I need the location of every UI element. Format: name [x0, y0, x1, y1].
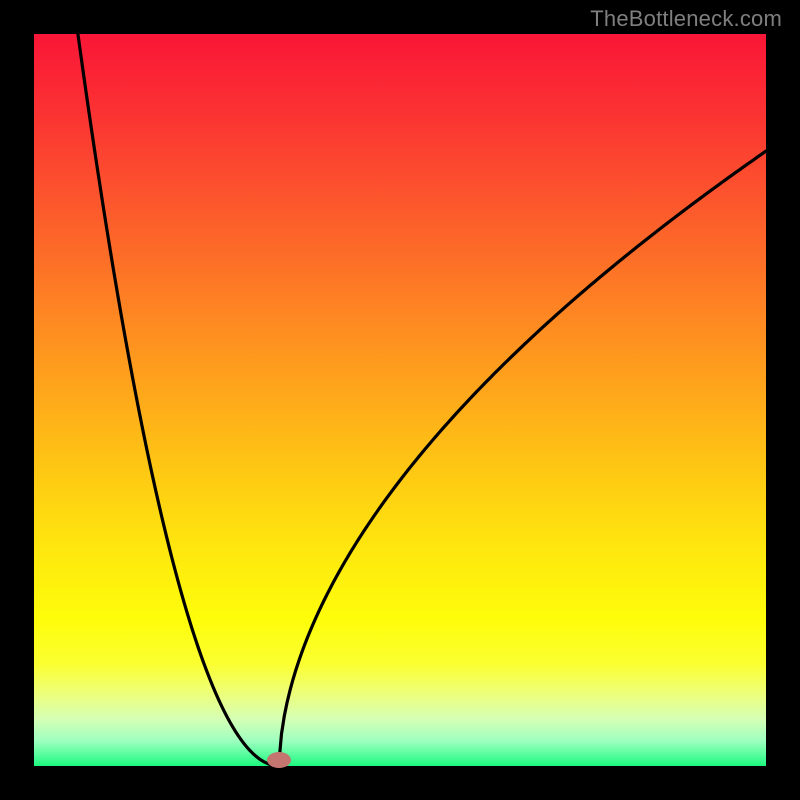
chart-gradient-background — [34, 34, 766, 766]
stage: TheBottleneck.com — [0, 0, 800, 800]
watermark-text: TheBottleneck.com — [590, 6, 782, 32]
